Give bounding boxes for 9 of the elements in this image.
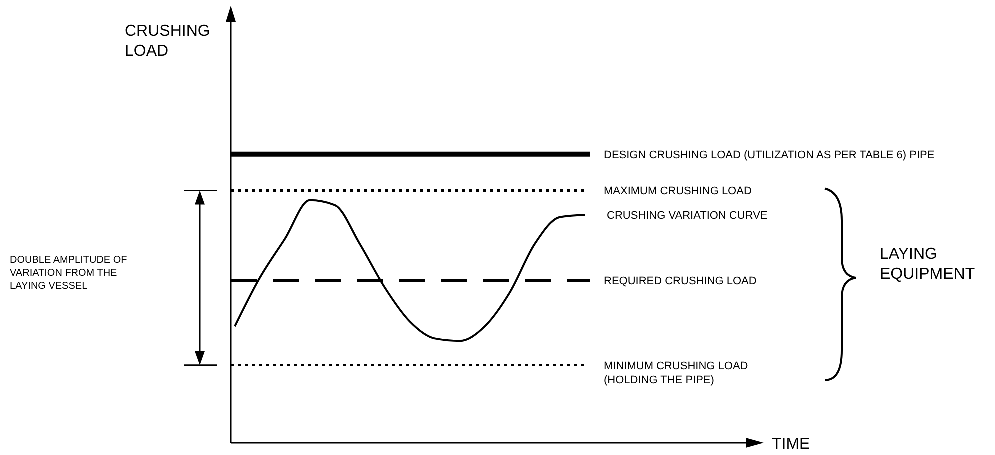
- text: CRUSHING LOAD: [125, 23, 210, 60]
- text: DOUBLE AMPLITUDE OF VARIATION FROM THE LAYING VESSEL: [10, 255, 128, 292]
- text: LAYING EQUIPMENT: [880, 246, 976, 283]
- text: CRUSHING VARIATION CURVE: [607, 210, 768, 222]
- ref-line-label: MAXIMUM CRUSHING LOAD: [604, 186, 752, 198]
- ref-line-label: REQUIRED CRUSHING LOAD: [604, 275, 757, 288]
- ref-line-label: MINIMUM CRUSHING LOAD (HOLDING THE PIPE): [604, 360, 748, 386]
- text: TIME: [772, 436, 810, 453]
- ref-line-label: DESIGN CRUSHING LOAD (UTILIZATION AS PER TABLE 6) PIPE: [604, 149, 935, 162]
